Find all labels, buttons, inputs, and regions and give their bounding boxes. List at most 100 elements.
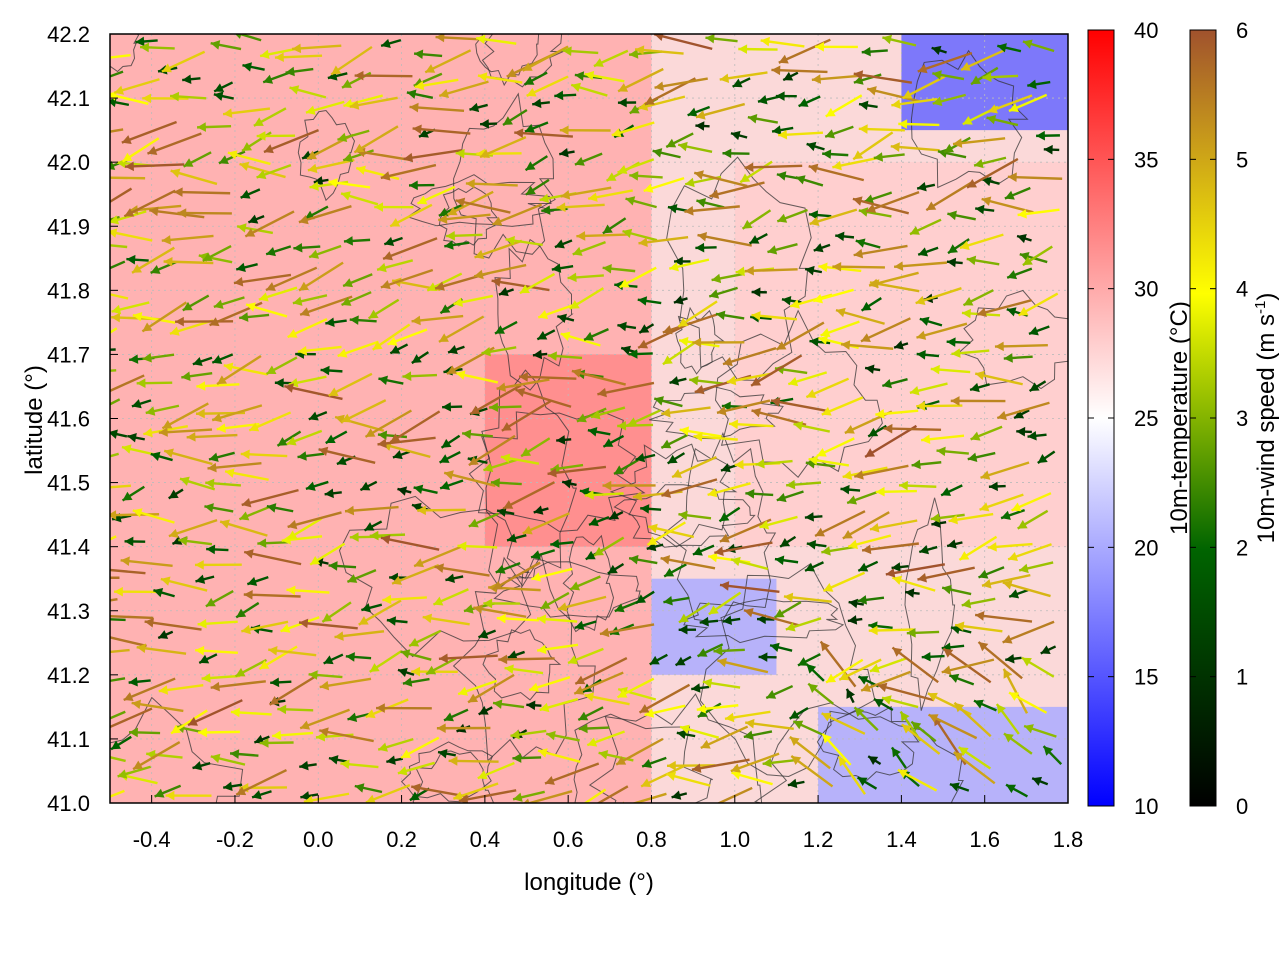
wind-arrow [970,425,1003,441]
wind-arrow [195,645,238,656]
wind-arrow [858,124,905,134]
wind-arrow [949,782,970,792]
wind-arrow [572,241,606,256]
wind-arrow [123,677,176,702]
wind-arrow [947,210,976,221]
wind-arrow [806,141,825,152]
wind-arrow [775,321,825,351]
wind-arrow [596,785,629,803]
wind-arrow [205,589,234,608]
wind-arrow [758,652,777,662]
wind-arrow [518,372,577,382]
wind-arrow [961,597,996,609]
wind-arrow [168,488,184,500]
wind-arrow [469,384,522,416]
wind-arrow [438,213,491,224]
wind-arrow [776,208,808,223]
wind-arrow [904,588,920,598]
wind-arrow [400,649,432,661]
wind-arrow [574,620,597,630]
wind-arrow [960,48,1006,72]
wind-arrow [739,160,773,184]
wind-arrow [719,71,768,84]
wind-arrow [760,36,805,48]
wind-arrow [792,720,823,736]
wind-arrow [816,437,855,458]
wind-arrow [732,77,751,88]
wind-arrow [562,46,599,56]
wind-arrow [126,254,149,265]
wind-arrow [299,760,317,771]
wind-arrow [1031,776,1049,786]
wind-arrow [751,287,767,298]
wind-arrow [1013,409,1030,420]
wind-arrow [556,435,572,445]
wind-arrow [1018,292,1059,317]
wind-arrow [222,107,271,118]
wind-arrow [124,161,185,172]
wind-arrow [1004,186,1031,200]
wind-arrow [227,150,271,166]
wind-arrow [696,197,725,209]
wind-arrow [397,486,412,496]
wind-arrow [291,43,342,54]
wind-arrow [751,408,807,426]
wind-arrow [629,171,663,181]
contour-line [613,484,756,548]
wind-arrow [571,368,626,386]
wind-arrow [577,706,604,722]
wind-arrow [325,430,348,445]
wind-arrow [692,337,745,348]
wind-arrow [369,530,406,541]
wind-arrow [121,137,160,163]
wind-arrow [131,699,184,713]
wind-arrow [251,790,272,800]
wind-arrow [299,708,350,730]
wind-arrow [790,755,834,788]
wind-arrow [805,663,825,682]
wind-arrow [468,512,499,528]
wind-arrow [875,486,917,497]
wind-arrow [602,217,627,235]
wind-arrow [457,541,498,551]
wind-arrow [588,515,610,527]
wind-arrow [349,96,398,110]
wind-arrow [804,512,823,522]
wind-arrow [767,243,798,255]
wind-arrow [663,595,690,606]
wind-arrow [110,398,121,406]
wind-arrow [697,643,724,658]
wind-arrow [930,513,965,523]
wind-arrow [627,409,661,427]
wind-arrow [520,437,551,458]
colorbar-tick-label: 40 [1134,18,1158,43]
wind-arrow [230,707,272,718]
wind-arrow [455,370,499,384]
wind-arrow [355,165,400,181]
wind-arrow [147,132,202,156]
wind-arrow [218,150,246,165]
wind-arrow [804,265,823,276]
wind-arrow [365,783,411,803]
wind-arrow [374,202,414,212]
wind-arrow [707,482,751,498]
wind-arrow [755,458,793,469]
wind-arrow [583,328,609,341]
wind-arrow [343,236,371,246]
wind-arrow [402,677,430,687]
wind-arrow [861,46,888,57]
wind-arrow [846,491,878,505]
wind-arrow [583,788,607,803]
wind-arrow [536,643,579,655]
wind-arrow [131,246,175,274]
wind-arrow [824,125,854,139]
wind-arrow [856,776,878,790]
wind-arrow [204,503,234,513]
y-tick-label: 42.1 [47,86,90,111]
wind-arrow [695,102,746,120]
wind-arrow [936,446,969,457]
wind-arrow [139,42,175,53]
wind-arrow [728,419,774,430]
wind-arrow [855,238,881,249]
wind-arrow [235,262,258,273]
